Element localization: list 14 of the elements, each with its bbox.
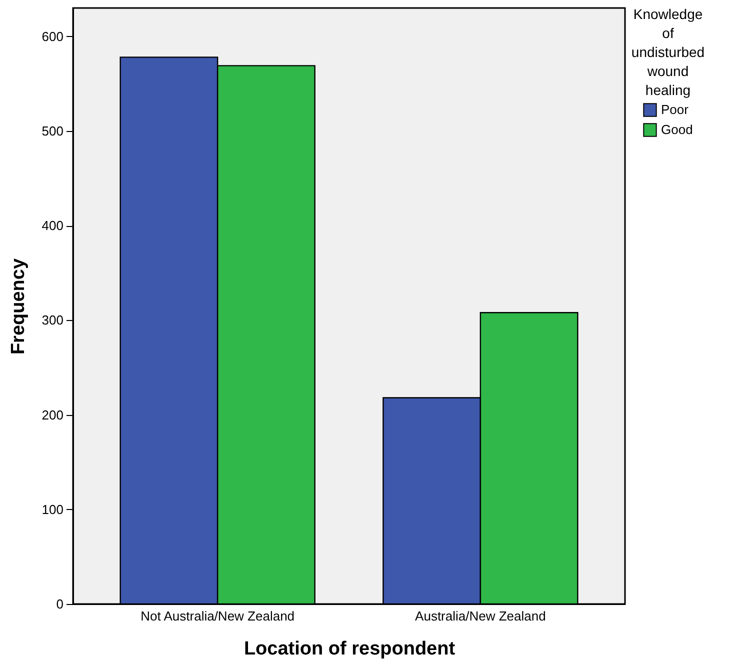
y-tick-label: 500 (42, 123, 64, 138)
legend-label: Poor (661, 102, 690, 117)
y-tick-label: 600 (42, 28, 64, 44)
x-tick-label: Australia/New Zealand (415, 608, 546, 624)
y-tick-label: 300 (42, 312, 64, 328)
x-tick-label: Not Australia/New Zealand (140, 608, 295, 624)
y-tick-label: 400 (42, 218, 64, 234)
y-tick-label: 100 (42, 502, 64, 517)
y-tick-label: 200 (42, 407, 64, 422)
legend-title: Knowledge of undisturbed wound healing (631, 6, 705, 98)
y-axis-title: Frequency (8, 258, 29, 355)
x-axis-title: Location of respondent (244, 638, 456, 660)
legend-label: Good (661, 122, 693, 137)
y-tick-label: 0 (56, 596, 64, 612)
